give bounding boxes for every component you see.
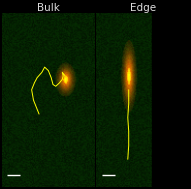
Title: Bulk: Bulk bbox=[37, 3, 60, 13]
Title: Edge: Edge bbox=[129, 3, 156, 13]
